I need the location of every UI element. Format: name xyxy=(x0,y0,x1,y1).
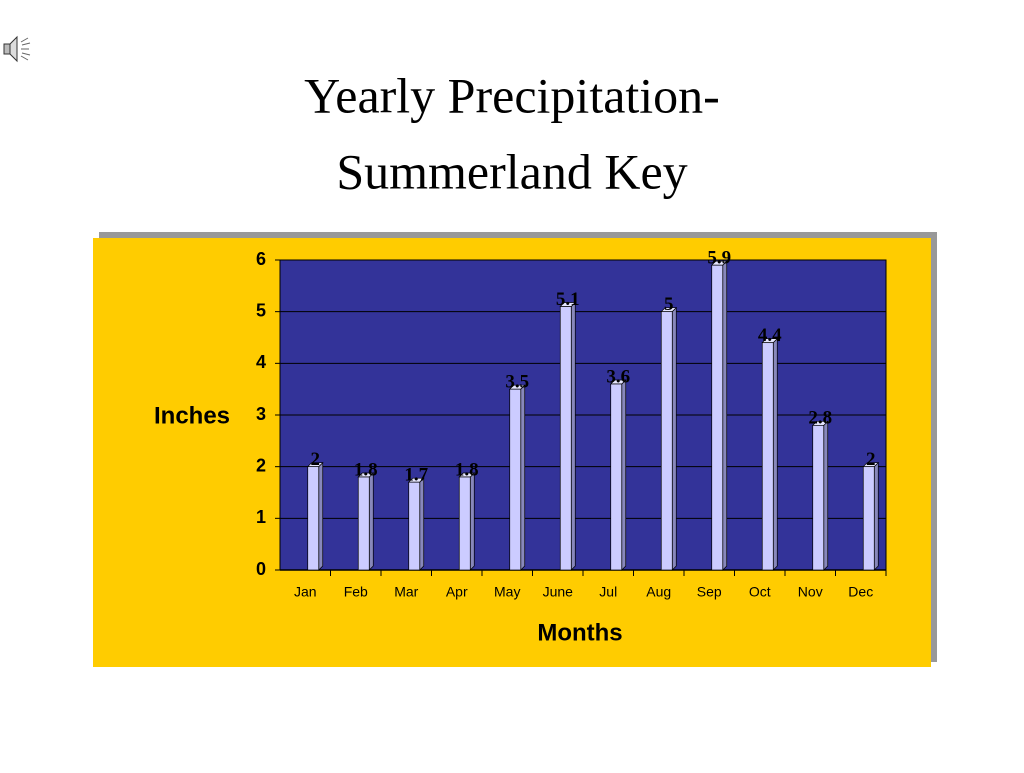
bar-side xyxy=(873,461,879,571)
y-tick-label: 6 xyxy=(256,249,266,269)
data-label: 3.6 xyxy=(606,366,630,387)
y-tick-label: 0 xyxy=(256,559,266,579)
bar xyxy=(812,424,825,571)
bar xyxy=(660,311,673,571)
bar-side xyxy=(368,472,374,571)
x-tick-label: Oct xyxy=(749,584,771,600)
bar xyxy=(862,466,875,571)
data-label: 2 xyxy=(311,449,321,470)
x-tick-label: Mar xyxy=(394,584,418,600)
y-axis-label: Inches xyxy=(154,402,230,429)
x-tick-label: June xyxy=(543,584,574,600)
chart-title: Yearly Precipitation- xyxy=(304,67,720,123)
y-tick-label: 1 xyxy=(256,507,266,527)
bar xyxy=(509,388,522,571)
x-tick-label: Sep xyxy=(697,584,722,600)
x-tick-label: May xyxy=(494,584,520,600)
data-label: 1.7 xyxy=(404,465,428,486)
data-label: 5 xyxy=(664,294,674,315)
chart-title: Summerland Key xyxy=(336,143,687,199)
x-tick-label: Jul xyxy=(599,584,617,600)
bar xyxy=(458,476,471,571)
bar-side xyxy=(469,472,475,571)
data-label: 2 xyxy=(866,449,876,470)
bar-side xyxy=(520,384,526,571)
data-label: 1.8 xyxy=(455,459,479,480)
x-tick-label: Jan xyxy=(294,584,317,600)
bar-side xyxy=(772,337,778,571)
speaker-icon xyxy=(3,35,31,63)
data-label: 4.4 xyxy=(758,325,782,346)
bar-side xyxy=(318,461,324,571)
x-tick-label: Apr xyxy=(446,584,468,600)
bar xyxy=(711,264,724,571)
x-tick-label: Dec xyxy=(848,584,873,600)
plot: 0 1 2 3 4 5 6 Jan 2 Feb 1.8 Mar 1.7 Apr 1.8 May 3.5 June 5… xyxy=(256,248,887,600)
y-tick-label: 5 xyxy=(256,300,266,320)
data-label: 5.1 xyxy=(556,289,580,310)
y-tick-label: 2 xyxy=(256,455,266,475)
bar xyxy=(761,342,774,571)
bar xyxy=(357,476,370,571)
data-label: 3.5 xyxy=(505,372,529,393)
x-axis-label: Months xyxy=(537,619,622,646)
bar xyxy=(559,306,572,571)
bar-side xyxy=(419,477,425,571)
x-tick-label: Feb xyxy=(344,584,368,600)
data-label: 1.8 xyxy=(354,459,378,480)
data-label: 5.9 xyxy=(707,248,731,269)
bar-side xyxy=(823,420,829,571)
y-tick-label: 4 xyxy=(256,352,266,372)
bar-side xyxy=(621,379,627,571)
bar xyxy=(610,383,623,571)
bar xyxy=(408,481,421,571)
y-tick-label: 3 xyxy=(256,404,266,424)
data-label: 2.8 xyxy=(808,408,832,429)
bar xyxy=(307,466,320,571)
bar-side xyxy=(671,306,677,571)
x-tick-label: Aug xyxy=(646,584,671,600)
bar-side xyxy=(722,260,728,571)
bar-side xyxy=(570,301,576,571)
x-tick-label: Nov xyxy=(798,584,823,600)
